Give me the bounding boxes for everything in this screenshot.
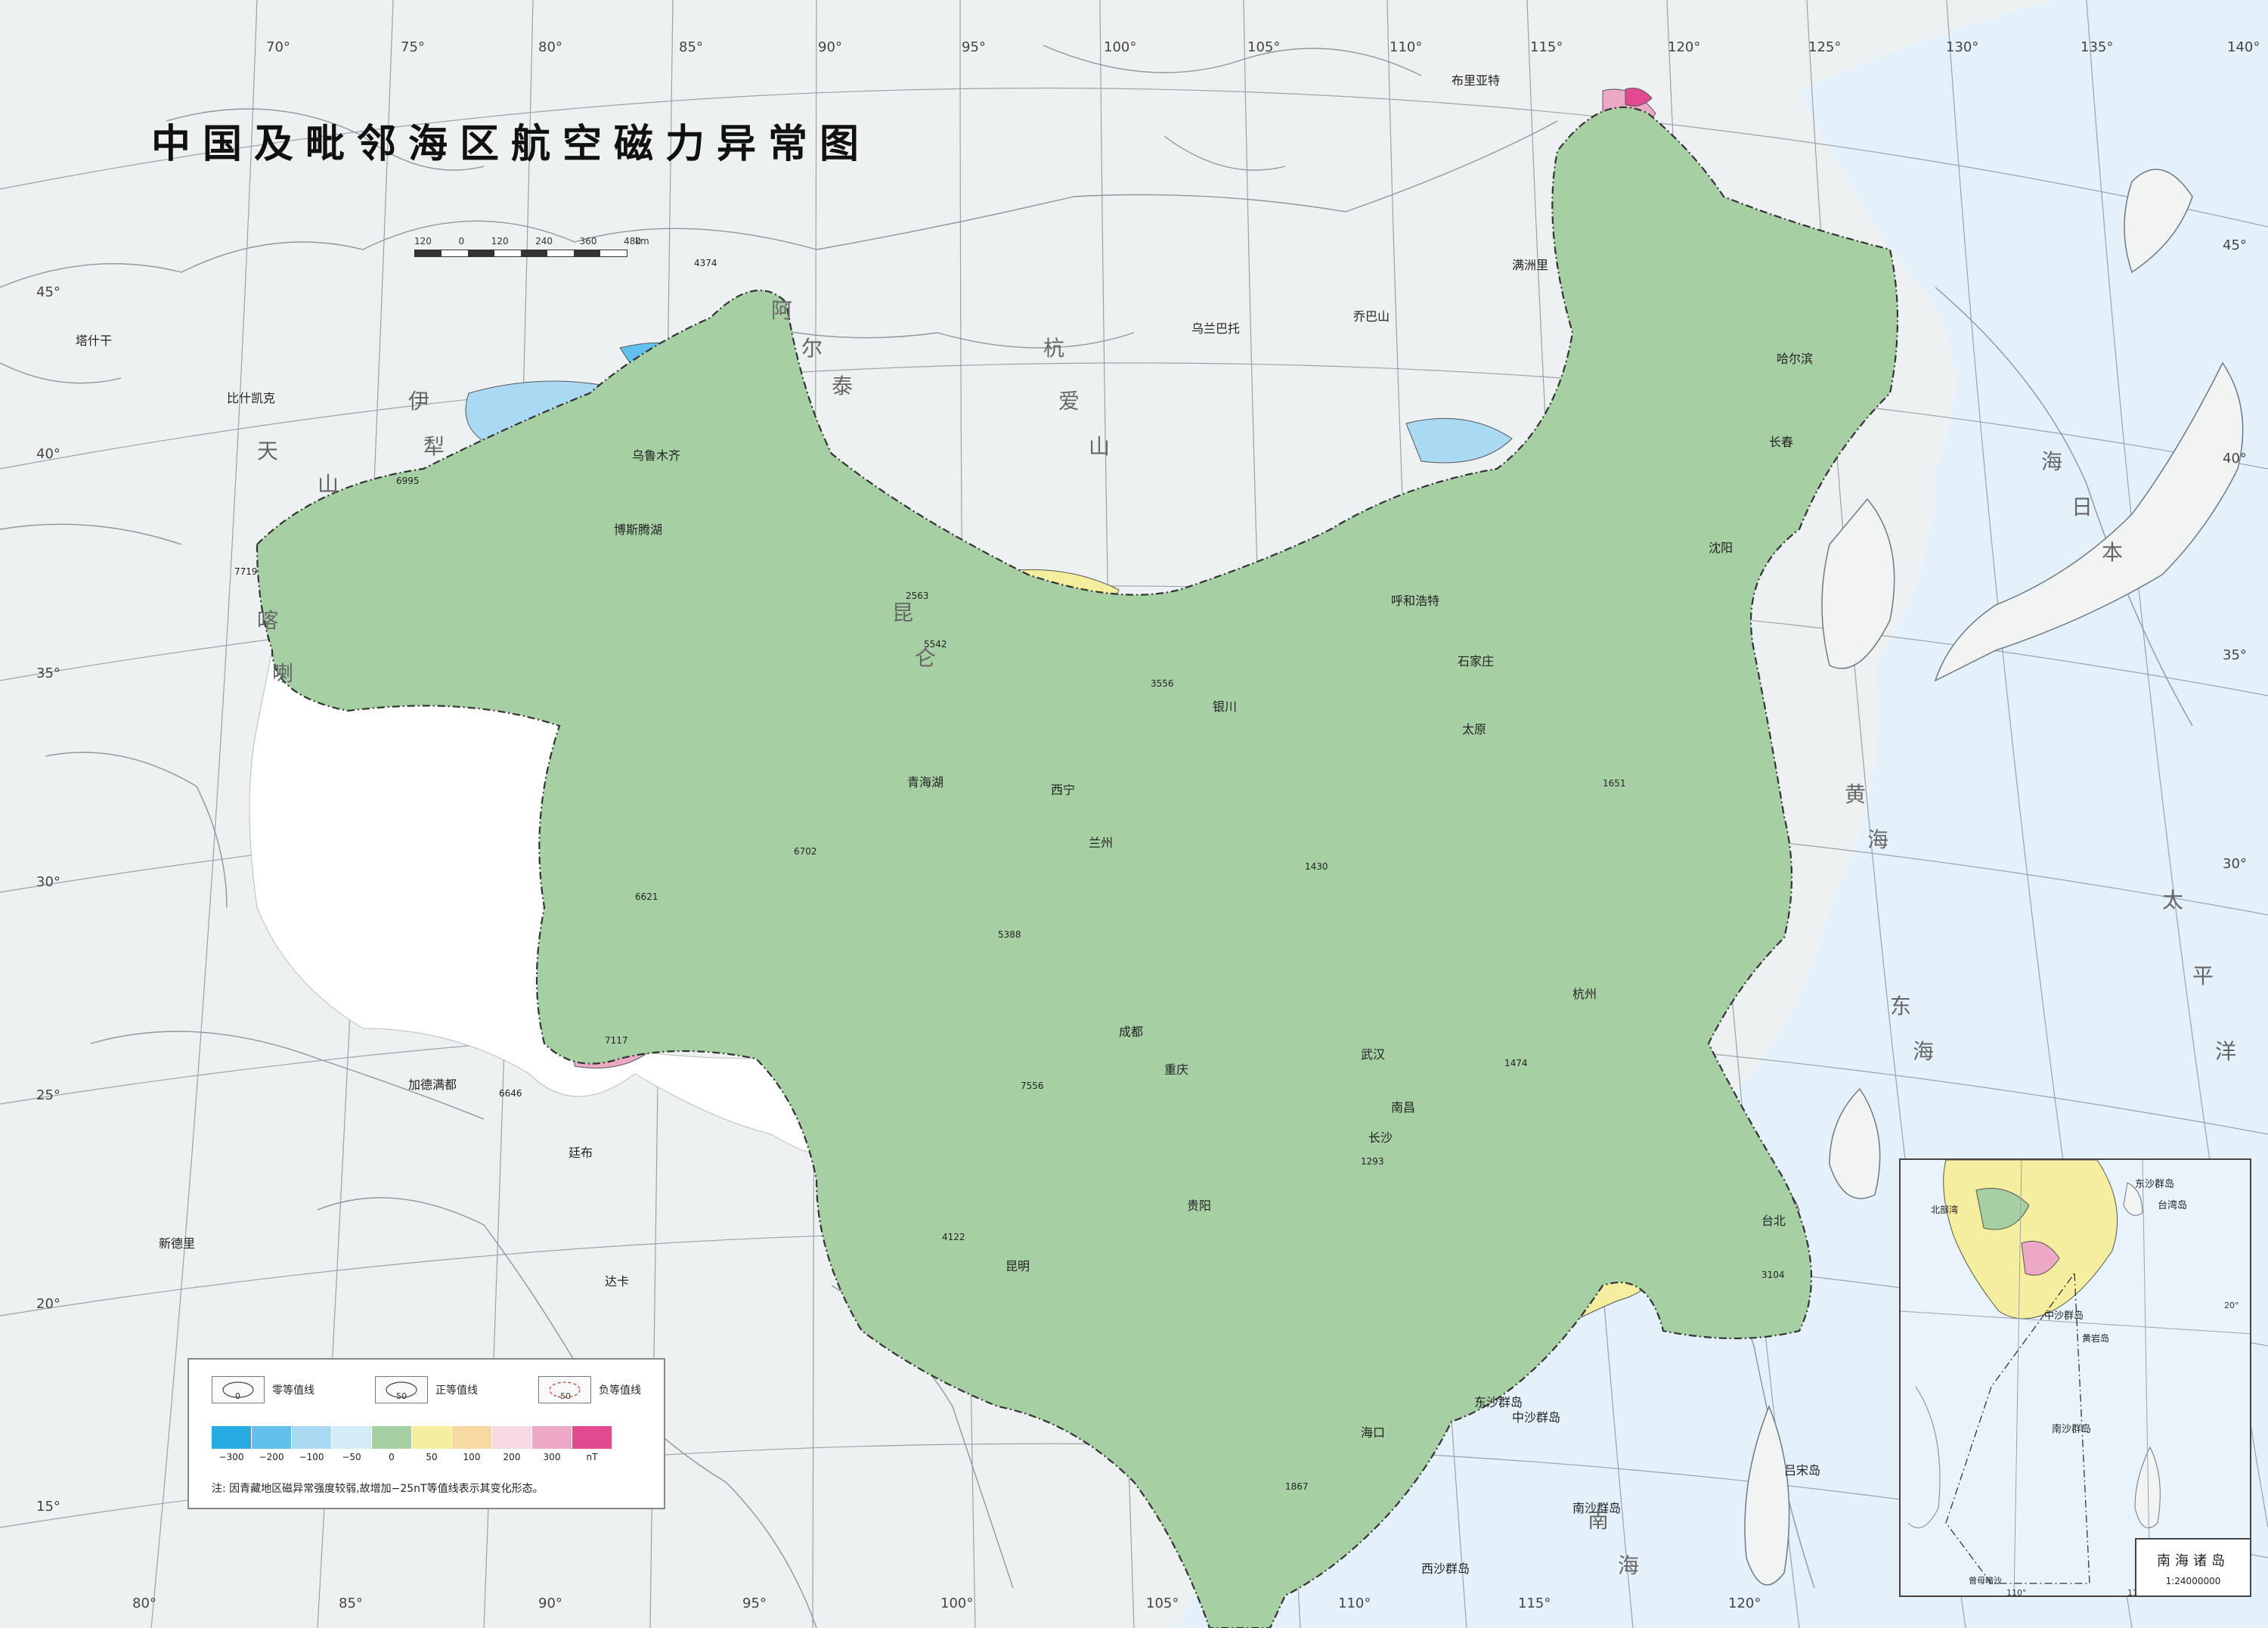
color-bin-label: nT — [586, 1452, 598, 1462]
color-bin-label: −200 — [259, 1452, 284, 1462]
inset-label-zhongsha: 中沙群岛 — [2044, 1310, 2084, 1322]
legend-zero-line: 0 零等值线 — [212, 1376, 314, 1403]
color-bin-label: 300 — [543, 1452, 561, 1462]
color-bin-label: −100 — [299, 1452, 324, 1462]
scale-tick: 480 — [624, 236, 641, 247]
color-bin-label: −300 — [218, 1452, 244, 1462]
scale-tick: 240 — [535, 236, 553, 247]
inset-label-nansha: 南沙群岛 — [2052, 1423, 2091, 1435]
inset-map: 东沙群岛 台湾岛 中沙群岛 南沙群岛 黄岩岛 北部湾 曾母暗沙 110° 115… — [1901, 1160, 2250, 1597]
negative-line-label: 负等值线 — [599, 1385, 641, 1397]
scale-tick: 360 — [579, 236, 597, 247]
scale-unit: km — [635, 236, 649, 247]
scale-tick: 0 — [458, 236, 465, 247]
color-swatch-1 — [252, 1426, 292, 1449]
color-swatch-6 — [452, 1426, 492, 1449]
color-bin-label: −50 — [342, 1452, 361, 1462]
legend-negative-line: -50 负等值线 — [538, 1376, 641, 1403]
color-ramp-labels: −300 −200 −100 −50 0 50 100 200 300 nT — [212, 1452, 683, 1467]
color-swatch-8 — [532, 1426, 572, 1449]
negative-line-symbol: -50 — [538, 1376, 591, 1403]
scale-tick: 120 — [414, 236, 432, 247]
inset-label-zengmu: 曾母暗沙 — [1969, 1575, 2002, 1586]
zero-line-symbol: 0 — [212, 1376, 265, 1403]
color-swatch-5 — [412, 1426, 452, 1449]
zero-line-value: 0 — [235, 1391, 240, 1401]
negative-line-value: -50 — [557, 1391, 571, 1401]
positive-line-value: 50 — [396, 1391, 407, 1401]
color-swatch-2 — [292, 1426, 332, 1449]
color-ramp — [212, 1426, 612, 1449]
legend-box: 0 零等值线 50 正等值线 -50 — [187, 1358, 665, 1509]
inset-lon-110: 110° — [2006, 1588, 2027, 1597]
inset-lat-20: 20° — [2224, 1301, 2239, 1310]
map-title: 中国及毗邻海区航空磁力异常图 — [151, 122, 872, 167]
inset-scale: 1:24000000 — [2165, 1576, 2221, 1586]
color-swatch-9 — [572, 1426, 612, 1449]
south-sea-inset: 东沙群岛 台湾岛 中沙群岛 南沙群岛 黄岩岛 北部湾 曾母暗沙 110° 115… — [1899, 1158, 2251, 1597]
color-bin-label: 100 — [463, 1452, 481, 1462]
scale-ticks: 120 0 120 240 360 480 — [414, 236, 641, 247]
inset-title: 南海诸岛 — [2157, 1553, 2229, 1569]
scale-tick: 120 — [491, 236, 509, 247]
inset-title-box: 南海诸岛 1:24000000 — [2135, 1538, 2250, 1595]
zero-line-label: 零等值线 — [272, 1385, 314, 1397]
inset-label-beibu: 北部湾 — [1931, 1204, 1958, 1215]
color-bin-label: 200 — [503, 1452, 521, 1462]
color-bin-label: 50 — [426, 1452, 438, 1462]
positive-line-symbol: 50 — [375, 1376, 428, 1403]
inset-label-huangyan: 黄岩岛 — [2082, 1332, 2109, 1344]
inset-label-taiwan: 台湾岛 — [2158, 1199, 2187, 1211]
color-swatch-3 — [332, 1426, 372, 1449]
legend-line-symbols: 0 零等值线 50 正等值线 -50 — [212, 1376, 641, 1403]
color-swatch-4 — [372, 1426, 412, 1449]
scale-bar: 120 0 120 240 360 480 km — [414, 236, 656, 266]
inset-label-dongsha: 东沙群岛 — [2135, 1178, 2174, 1190]
positive-line-label: 正等值线 — [435, 1385, 478, 1397]
legend-positive-line: 50 正等值线 — [375, 1376, 478, 1403]
scale-bar-graphic — [414, 250, 627, 257]
legend-note: 注: 因青藏地区磁异常强度较弱,故增加−25nT等值线表示其变化形态。 — [212, 1483, 544, 1495]
color-swatch-0 — [212, 1426, 252, 1449]
color-swatch-7 — [492, 1426, 532, 1449]
color-bin-label: 0 — [389, 1452, 395, 1462]
